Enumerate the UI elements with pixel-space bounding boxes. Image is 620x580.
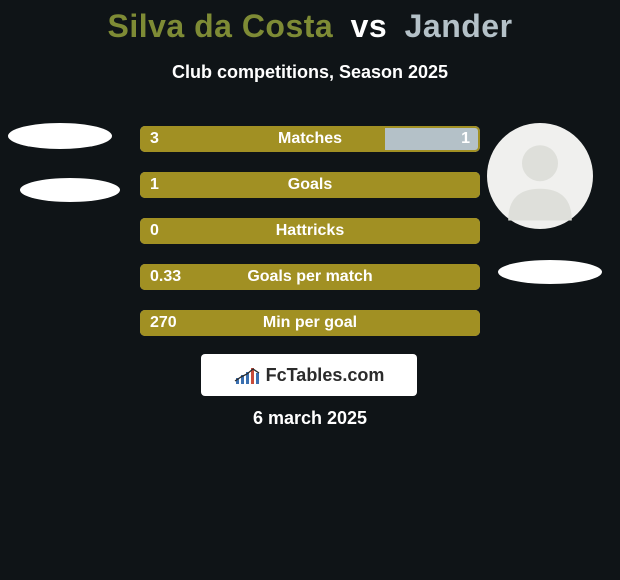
title-player-left: Silva da Costa: [107, 8, 333, 44]
title-player-right: Jander: [405, 8, 513, 44]
brand-badge: FcTables.com: [201, 354, 417, 396]
date-text: 6 march 2025: [0, 408, 620, 429]
comparison-card: Silva da Costa vs Jander Club competitio…: [0, 0, 620, 580]
stat-row: 0Hattricks: [140, 218, 480, 244]
subtitle: Club competitions, Season 2025: [0, 62, 620, 83]
stat-row: 31Matches: [140, 126, 480, 152]
right-ellipse-0: [498, 260, 602, 284]
brand-text: FcTables.com: [266, 365, 385, 386]
stat-row: 0.33Goals per match: [140, 264, 480, 290]
left-ellipse-1: [20, 178, 120, 202]
stat-row: 1Goals: [140, 172, 480, 198]
brand-chart-icon: [234, 365, 260, 385]
stat-row: 270Min per goal: [140, 310, 480, 336]
stat-bars: 31Matches 1Goals 0Hattricks 0.33Goals per m…: [140, 126, 480, 356]
left-ellipse-0: [8, 123, 112, 149]
page-title: Silva da Costa vs Jander: [0, 8, 620, 45]
title-vs: vs: [351, 8, 388, 44]
right-player-avatar: [487, 123, 593, 229]
avatar-placeholder-icon: [487, 123, 593, 229]
